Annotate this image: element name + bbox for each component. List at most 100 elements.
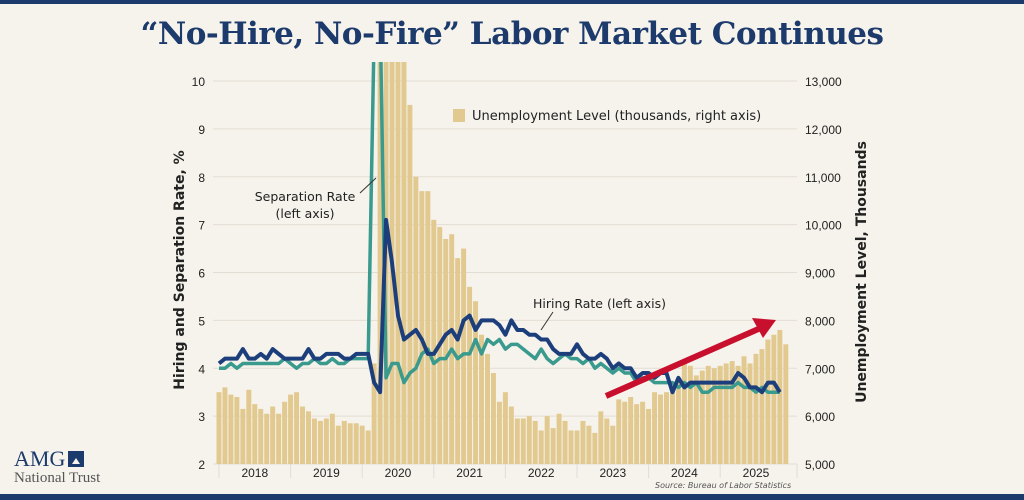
unemployment-bar [723, 363, 729, 464]
unemployment-bar [240, 408, 246, 464]
unemployment-bar [228, 394, 234, 464]
right-tick-label: 5,000 [805, 458, 835, 472]
unemployment-bar [270, 406, 276, 464]
trend-arrow-shaft [604, 324, 765, 399]
unemployment-bar [652, 392, 658, 464]
left-tick-label: 6 [198, 267, 205, 281]
unemployment-bar [664, 392, 669, 464]
source-note: Source: Bureau of Labor Statistics [655, 481, 792, 490]
right-axis-label: Unemployment Level, Thousands [854, 141, 870, 403]
separation-annotation-line1: Separation Rate [255, 189, 356, 204]
x-tick-label: 2024 [671, 466, 698, 480]
legend-swatch [453, 109, 465, 122]
x-tick-label: 2019 [313, 466, 340, 480]
unemployment-bar [568, 430, 574, 464]
unemployment-bar [455, 258, 461, 464]
right-tick-label: 12,000 [805, 123, 842, 137]
unemployment-bar [628, 396, 634, 464]
left-tick-label: 3 [198, 410, 205, 424]
unemployment-bar [395, 62, 401, 464]
unemployment-bar [622, 401, 628, 464]
unemployment-bar [413, 176, 419, 464]
unemployment-bar [407, 104, 413, 464]
unemployment-bar [735, 365, 741, 464]
unemployment-bar [753, 353, 759, 464]
unemployment-bar [443, 238, 449, 464]
unemployment-bar [783, 344, 789, 464]
unemployment-bar [479, 334, 484, 464]
unemployment-bar [646, 408, 652, 464]
unemployment-bar [252, 404, 258, 464]
chart-title: “No-Hire, No-Fire” Labor Market Continue… [140, 16, 884, 52]
rate-lines [217, 62, 782, 395]
right-tick-label: 10,000 [805, 219, 842, 233]
unemployment-bar [759, 349, 765, 464]
left-tick-label: 9 [198, 123, 205, 137]
unemployment-bar [401, 62, 407, 464]
x-tick-label: 2018 [241, 466, 268, 480]
unemployment-bar [282, 401, 288, 464]
unemployment-bar [538, 430, 544, 464]
unemployment-bar [556, 413, 562, 464]
right-tick-label: 6,000 [805, 410, 835, 424]
unemployment-bar [526, 416, 532, 464]
unemployment-bar [580, 420, 586, 464]
unemployment-bar [508, 406, 514, 464]
logo-subtext: National Trust [14, 470, 101, 486]
left-tick-label: 10 [192, 75, 206, 89]
x-tick-label: 2025 [743, 466, 770, 480]
unemployment-bar [461, 248, 467, 464]
unemployment-bar [258, 408, 264, 464]
unemployment-bar [431, 219, 437, 464]
x-tick-label: 2022 [528, 466, 555, 480]
unemployment-bar [323, 418, 329, 464]
unemployment-bar [353, 423, 359, 464]
unemployment-bar [306, 411, 311, 464]
right-tick-label: 11,000 [805, 171, 841, 185]
legend-label: Unemployment Level (thousands, right axi… [472, 109, 761, 124]
unemployment-bar [675, 377, 681, 464]
unemployment-bar [490, 373, 496, 464]
x-tick-label: 2023 [599, 466, 626, 480]
unemployment-bar [687, 365, 693, 464]
unemployment-bar [711, 368, 717, 464]
unemployment-bars [216, 62, 789, 464]
unemployment-bar [276, 413, 282, 464]
unemployment-bar [634, 404, 640, 464]
unemployment-bar [771, 334, 777, 464]
unemployment-bar [246, 389, 252, 464]
unemployment-bar [371, 363, 377, 464]
unemployment-bar [574, 430, 580, 464]
amg-logo: AMG National Trust [14, 448, 101, 487]
separation-leader-line [359, 177, 377, 194]
annotations: Unemployment Level (thousands, right axi… [172, 109, 870, 403]
unemployment-bar [658, 394, 663, 464]
right-tick-label: 7,000 [805, 362, 835, 376]
unemployment-bar [359, 425, 365, 464]
unemployment-bar [389, 62, 395, 464]
unemployment-bar [502, 392, 508, 464]
left-axis-label: Hiring and Separation Rate, % [172, 150, 188, 389]
unemployment-bar [485, 353, 490, 464]
unemployment-bar [377, 62, 383, 464]
top-border [0, 0, 1024, 4]
unemployment-bar [681, 363, 687, 464]
logo-mark-icon [68, 451, 85, 467]
unemployment-bar [419, 191, 425, 464]
unemployment-bar [473, 301, 479, 464]
unemployment-bar [705, 365, 711, 464]
unemployment-bar [347, 423, 353, 464]
unemployment-bar [264, 413, 270, 464]
hiring-rate-line [217, 217, 782, 395]
unemployment-bar [669, 385, 675, 464]
unemployment-bar [234, 396, 240, 464]
unemployment-bar [311, 418, 317, 464]
unemployment-bar [562, 420, 568, 464]
unemployment-bar [532, 420, 538, 464]
unemployment-bar [604, 418, 610, 464]
unemployment-bar [520, 418, 526, 464]
unemployment-bar [598, 411, 604, 464]
unemployment-bar [216, 392, 222, 464]
unemployment-bar [467, 286, 473, 464]
